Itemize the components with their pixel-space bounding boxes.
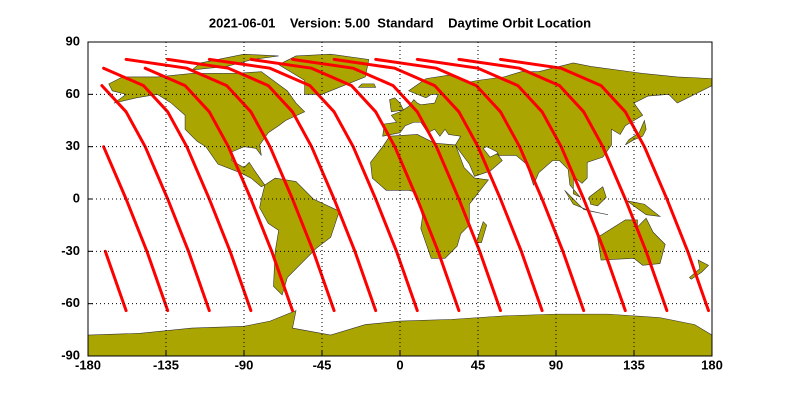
madagascar [476,222,486,243]
north-america [109,72,305,187]
africa [371,134,489,258]
y-tick-label: -30 [61,243,80,258]
great-britain [390,98,404,112]
japan [625,121,646,145]
orbit-track [332,57,544,313]
orbit-track [166,57,378,313]
y-tick-label: 60 [66,86,80,101]
indonesia [565,190,608,214]
borneo [589,187,606,206]
orbit-track [102,66,253,313]
orbit-track [249,57,461,313]
y-tick-label: 0 [73,190,80,205]
y-tick-label: -60 [61,295,80,310]
new-zealand [689,260,708,279]
orbit-track [415,57,627,313]
orbit-track [103,249,128,313]
y-tick-label: 30 [66,138,80,153]
new-guinea [627,201,660,217]
iceland [358,84,375,87]
x-tick-label: -135 [153,357,179,372]
x-tick-label: -90 [235,357,254,372]
orbit-track [207,57,419,313]
x-tick-label: 90 [549,357,563,372]
chart-title: 2021-06-01 Version: 5.00 Standard Daytim… [209,15,591,30]
map [88,54,712,356]
orbit-track [499,57,710,313]
x-tick-label: -45 [313,357,332,372]
x-tick-label: 180 [701,357,723,372]
orbit-track [100,84,211,313]
y-tick-label: 90 [66,33,80,48]
orbit-track [457,57,669,313]
x-tick-label: 45 [471,357,485,372]
south-america [260,178,340,295]
x-tick-label: -180 [75,357,101,372]
orbit-track [124,57,336,313]
orbit-tracks [100,57,710,313]
orbit-track [102,145,170,313]
antarctica [88,311,712,356]
eurasia [383,63,712,197]
x-tick-label: 0 [396,357,403,372]
y-tick-label: -90 [61,347,80,362]
orbit-track [374,57,586,313]
orbit-track [291,57,502,313]
x-tick-label: 135 [623,357,645,372]
landmasses [88,54,712,356]
